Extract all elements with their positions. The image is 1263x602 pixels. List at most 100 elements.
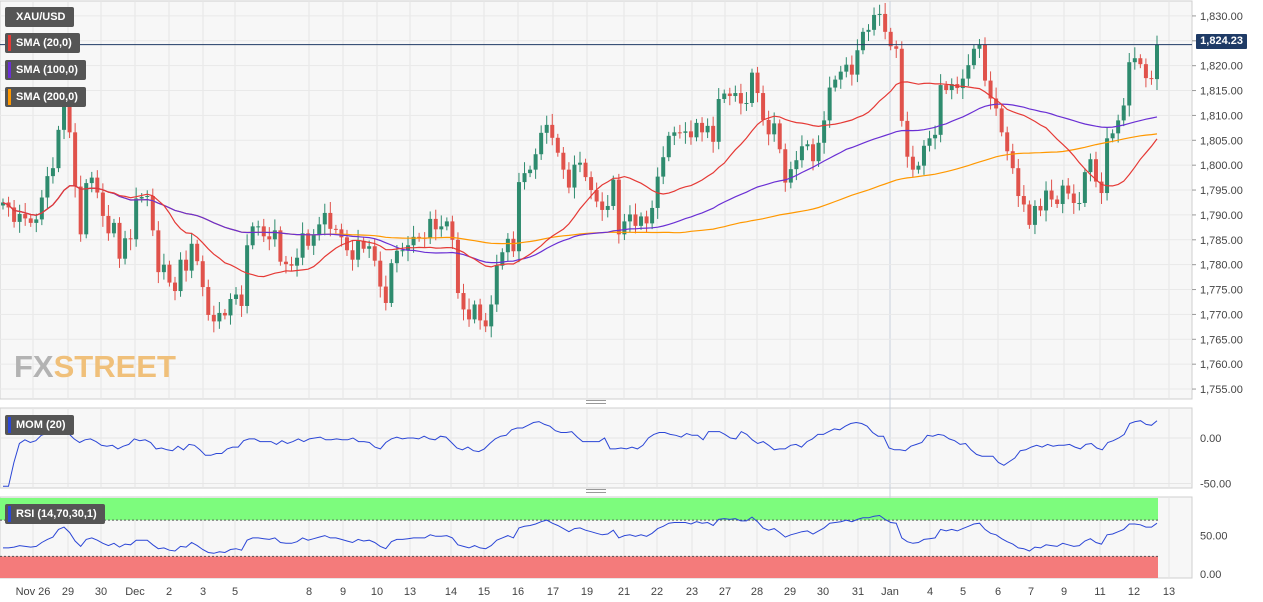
fxstreet-logo: FXSTREET	[14, 349, 176, 384]
candle	[117, 217, 122, 268]
candle	[322, 203, 327, 236]
pane-resize-handle[interactable]	[586, 400, 606, 407]
candle-body	[400, 250, 405, 252]
candle-body	[910, 156, 915, 170]
candle-body	[200, 261, 205, 288]
candle-body	[383, 286, 388, 303]
candle	[200, 255, 205, 297]
candle-body	[1088, 159, 1093, 173]
candle-body	[1071, 193, 1076, 203]
candle-body	[489, 304, 494, 327]
candle-body	[705, 125, 710, 133]
legend-sma20[interactable]: SMA (20,0)	[5, 33, 80, 53]
candle-body	[1, 202, 5, 206]
candle	[505, 233, 510, 262]
candle	[1060, 179, 1065, 214]
candle	[1138, 54, 1143, 69]
candle-body	[217, 312, 222, 322]
candle	[971, 44, 976, 70]
candle-body	[256, 226, 261, 228]
candle	[289, 256, 294, 272]
candle-body	[533, 154, 538, 170]
candle	[683, 122, 688, 144]
candle	[849, 55, 854, 86]
candle	[367, 240, 372, 258]
candle-body	[1060, 185, 1065, 204]
last-price-tag: 1,824.23	[1196, 34, 1247, 49]
pane-resize-handle[interactable]	[586, 489, 606, 496]
candle	[761, 85, 766, 126]
candle	[899, 41, 904, 127]
candle	[39, 190, 44, 226]
candle	[977, 39, 982, 58]
candle	[578, 151, 582, 173]
candle-body	[222, 312, 227, 316]
candle-body	[245, 245, 250, 306]
candle	[156, 221, 161, 284]
candle-body	[994, 98, 999, 109]
candle-body	[211, 314, 216, 322]
mom-label[interactable]: MOM (20)	[5, 415, 74, 435]
candle-body	[344, 237, 349, 251]
x-tick-label: 13	[404, 586, 416, 598]
candle-body	[766, 119, 771, 135]
candle	[1021, 185, 1026, 212]
candle	[672, 126, 677, 146]
candle	[217, 301, 222, 329]
candle	[838, 65, 843, 89]
candle	[56, 125, 61, 173]
candle	[539, 125, 544, 160]
candle	[1149, 70, 1154, 85]
candle-body	[644, 216, 649, 224]
candle	[866, 24, 871, 42]
candle-body	[478, 304, 483, 321]
candle-body	[877, 13, 882, 15]
candle-body	[927, 138, 932, 146]
price-tick-label: 1,760.00	[1200, 359, 1243, 371]
candle-body	[156, 230, 161, 273]
x-tick-label: 31	[852, 586, 864, 598]
candle	[700, 117, 705, 142]
candle-body	[483, 320, 488, 327]
candle-body	[1099, 181, 1104, 194]
price-tick-label: 1,755.00	[1200, 384, 1243, 396]
candle	[727, 87, 732, 106]
rsi-label[interactable]: RSI (14,70,30,1)	[5, 504, 105, 524]
candle-body	[794, 160, 799, 170]
candle-body	[100, 192, 105, 216]
candle-body	[234, 294, 239, 300]
candle-body	[966, 65, 971, 79]
legend-sma200[interactable]: SMA (200,0)	[5, 87, 86, 107]
candle	[128, 229, 133, 251]
candle-body	[1038, 205, 1043, 211]
candle-body	[494, 265, 499, 305]
candle-body	[333, 228, 338, 230]
candle-body	[317, 224, 322, 235]
legend-sma100[interactable]: SMA (100,0)	[5, 60, 86, 80]
candle-body	[361, 240, 366, 249]
mom-tick-label: 0.00	[1200, 433, 1221, 445]
candle-body	[938, 85, 943, 135]
candle	[23, 202, 28, 226]
candle	[272, 219, 277, 247]
candle	[561, 147, 566, 179]
x-tick-label: 6	[995, 586, 1001, 598]
candle	[1127, 52, 1132, 117]
candle-body	[777, 123, 782, 150]
candle	[811, 138, 816, 171]
candle	[167, 260, 172, 287]
candle-body	[239, 294, 244, 306]
candle-body	[738, 93, 743, 104]
x-tick-label: 5	[232, 586, 238, 598]
candle-body	[694, 122, 699, 138]
candle	[589, 171, 594, 200]
candle	[467, 298, 472, 327]
rsi-swatch	[8, 506, 11, 522]
candle	[522, 162, 527, 190]
candle-body	[278, 230, 283, 262]
x-tick-label: 9	[340, 586, 346, 598]
candle	[622, 213, 627, 241]
candle-body	[367, 246, 372, 249]
candle	[583, 158, 588, 182]
candle-body	[150, 196, 155, 231]
